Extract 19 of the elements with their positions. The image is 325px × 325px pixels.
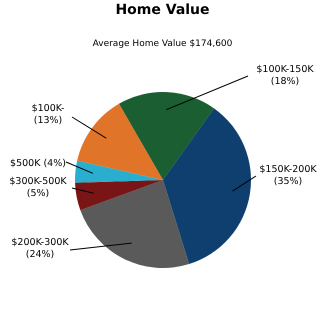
pie-slice (75, 180, 163, 210)
slice-label: $500K (4%) (10, 158, 66, 169)
pie-slice (75, 160, 163, 183)
data-label: (35%) (274, 176, 302, 187)
chart-title: Home Value (115, 2, 210, 18)
pie-slice (77, 104, 163, 180)
slice-label: $100K-150K (256, 64, 314, 75)
data-label: (24%) (26, 249, 54, 260)
pie-slice (119, 92, 214, 180)
chart-subtitle: Average Home Value $174,600 (92, 39, 233, 49)
slice-label: $100K- (32, 103, 64, 114)
data-label: (18%) (270, 76, 300, 87)
data-label: (5%) (26, 188, 50, 199)
slice-label: $150K-200K (259, 164, 318, 175)
data-label: (13%) (34, 115, 62, 126)
slice-label: $200K-300K (11, 237, 70, 248)
slice-label: $300K-500K (9, 176, 68, 187)
pie-slice (163, 108, 251, 264)
pie-slice (80, 180, 190, 268)
